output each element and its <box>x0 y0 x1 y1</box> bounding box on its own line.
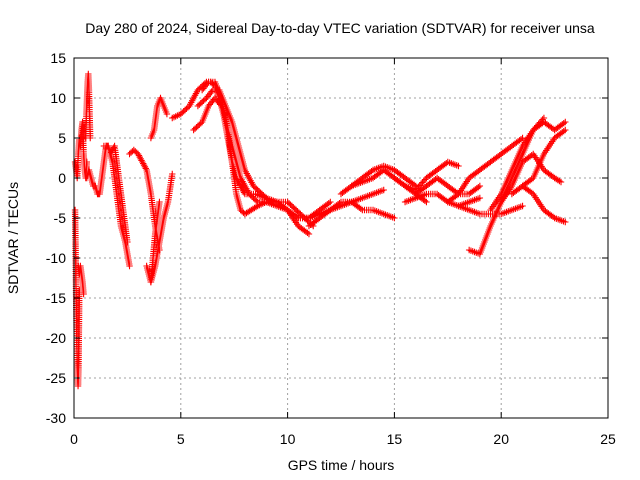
data-point <box>265 197 273 204</box>
series-late-flat <box>455 202 526 218</box>
data-point <box>80 290 87 298</box>
data-point <box>562 118 569 126</box>
data-point <box>197 120 204 127</box>
x-tick-label: 25 <box>600 431 616 447</box>
x-tick-label: 20 <box>493 431 509 447</box>
data-point <box>528 151 535 159</box>
y-tick-label: -20 <box>46 330 66 346</box>
data-point <box>325 207 332 215</box>
data-point <box>519 134 526 142</box>
y-tick-label: 10 <box>50 90 66 106</box>
data-point <box>560 119 567 127</box>
series-main-arc-a <box>169 78 334 222</box>
data-point <box>253 197 260 204</box>
y-tick-label: 5 <box>58 130 66 146</box>
data-point <box>476 194 484 202</box>
data-point <box>357 205 365 213</box>
y-tick-label: -25 <box>46 370 66 386</box>
data-point <box>87 134 94 142</box>
y-tick-label: -30 <box>46 410 66 426</box>
series-early-spike-up <box>82 70 94 142</box>
series-track-4h-up <box>147 170 176 286</box>
series-late-rise-a <box>444 134 526 206</box>
tick-labels: 0 5 10 15 20 25 -30 -25 -20 -15 -10 -5 0 5 10 15 <box>46 50 616 447</box>
y-tick-label: 15 <box>50 50 66 66</box>
data-point <box>476 182 484 190</box>
y-axis-label: SDTVAR / TECUs <box>5 182 21 294</box>
x-axis-label: GPS time / hours <box>288 457 395 473</box>
data-point <box>169 170 176 178</box>
chart-title: Day 280 of 2024, Sidereal Day-to-day VTE… <box>85 20 595 36</box>
y-tick-label: -10 <box>46 250 66 266</box>
series-mid-track-e <box>391 158 462 194</box>
data-point <box>304 229 311 237</box>
series-main-arc-d <box>198 78 281 218</box>
series-late-drop <box>519 182 569 226</box>
axis-ticks <box>73 57 609 419</box>
data-point <box>421 197 429 205</box>
series-mid-track-b <box>305 186 387 230</box>
y-tick-label: -15 <box>46 290 66 306</box>
data-point <box>201 96 209 103</box>
data-point <box>163 110 171 118</box>
x-tick-label: 10 <box>280 431 296 447</box>
data-point <box>126 262 133 270</box>
data-point <box>453 191 461 199</box>
data-point <box>156 198 163 206</box>
series-track-4h-down <box>143 198 163 286</box>
data-point <box>273 198 281 206</box>
data-point <box>400 181 407 189</box>
x-tick-label: 15 <box>387 431 403 447</box>
data-point <box>517 135 525 143</box>
y-tick-label: -5 <box>54 210 67 226</box>
data-point <box>557 178 565 186</box>
x-tick-label: 5 <box>177 431 185 447</box>
data-point <box>325 199 332 207</box>
data-point <box>327 198 334 206</box>
data-point <box>380 186 387 194</box>
data-point <box>83 158 91 166</box>
data-point <box>475 183 482 191</box>
plot-frame <box>73 57 609 419</box>
series-late-rise-c <box>487 118 569 214</box>
data-point <box>560 127 567 135</box>
data-point <box>124 238 131 246</box>
data-point <box>549 213 557 221</box>
series-track-4h-rise <box>147 94 171 142</box>
x-tick-label: 0 <box>70 431 78 447</box>
data-marks <box>71 70 569 390</box>
series-mid-track-f <box>401 190 484 210</box>
series-track-2-4h <box>107 142 131 246</box>
series-early-drop <box>75 262 87 298</box>
series-mid-track-g <box>412 174 484 198</box>
series-track-3h <box>126 146 163 254</box>
y-tick-label: 0 <box>58 170 66 186</box>
data-point <box>391 214 398 222</box>
data-point <box>528 189 535 197</box>
series-mid-track-d <box>348 162 419 190</box>
series-main-arc-b <box>190 94 313 238</box>
series-early-cluster-b <box>83 142 112 198</box>
data-point <box>562 218 569 226</box>
data-point <box>305 230 313 238</box>
data-point <box>455 162 462 170</box>
series-late-loop-b <box>508 126 569 198</box>
data-point <box>562 126 569 134</box>
data-point <box>368 167 375 175</box>
data-point <box>423 198 430 206</box>
data-point <box>519 202 526 210</box>
